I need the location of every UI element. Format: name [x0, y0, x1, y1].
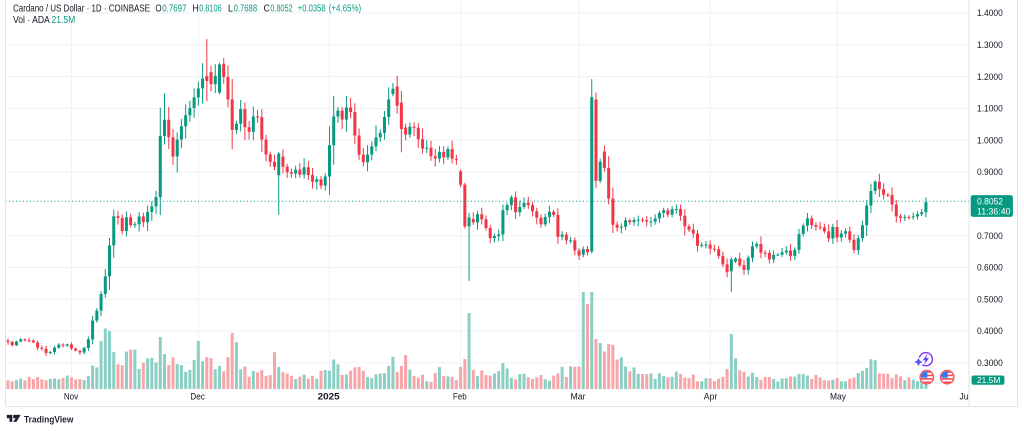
svg-text:0.3000: 0.3000: [977, 358, 1003, 368]
svg-text:Mar: Mar: [571, 392, 586, 402]
svg-text:0.8052: 0.8052: [270, 3, 293, 14]
svg-text:2025: 2025: [318, 392, 340, 402]
svg-text:Dec: Dec: [190, 392, 205, 402]
svg-text:1.2000: 1.2000: [977, 72, 1003, 82]
svg-text:L: L: [228, 3, 234, 14]
svg-text:Nov: Nov: [64, 392, 79, 402]
svg-text:11:36:40: 11:36:40: [977, 207, 1011, 217]
svg-text:21.5M: 21.5M: [52, 15, 76, 26]
svg-text:May: May: [830, 392, 846, 402]
svg-text:0.7688: 0.7688: [234, 3, 258, 14]
svg-text:21.5M: 21.5M: [977, 375, 1000, 385]
svg-text:0.5000: 0.5000: [977, 294, 1003, 304]
svg-text:Apr: Apr: [704, 392, 718, 402]
svg-text:Feb: Feb: [453, 392, 467, 402]
svg-text:Ju: Ju: [960, 392, 969, 402]
svg-text:Cardano / US Dollar · 1D · COI: Cardano / US Dollar · 1D · COINBASE: [13, 3, 150, 14]
svg-text:O: O: [155, 3, 161, 14]
svg-text:1.0000: 1.0000: [977, 135, 1003, 145]
svg-text:0.9000: 0.9000: [977, 167, 1003, 177]
svg-text:+0.0358: +0.0358: [298, 3, 326, 14]
svg-text:C: C: [264, 3, 270, 14]
svg-text:0.4000: 0.4000: [977, 326, 1003, 336]
svg-text:0.8106: 0.8106: [199, 3, 222, 14]
svg-text:TradingView: TradingView: [24, 414, 74, 425]
svg-text:0.8052: 0.8052: [977, 196, 1003, 206]
svg-text:Vol · ADA: Vol · ADA: [13, 15, 50, 26]
svg-text:(+4.65%): (+4.65%): [329, 3, 362, 14]
svg-text:0.7697: 0.7697: [162, 3, 187, 14]
svg-text:1.4000: 1.4000: [977, 8, 1003, 18]
svg-text:0.6000: 0.6000: [977, 263, 1003, 273]
svg-text:1.3000: 1.3000: [977, 40, 1003, 50]
svg-text:1.1000: 1.1000: [977, 104, 1003, 114]
svg-text:0.7000: 0.7000: [977, 231, 1003, 241]
svg-text:H: H: [192, 3, 198, 14]
